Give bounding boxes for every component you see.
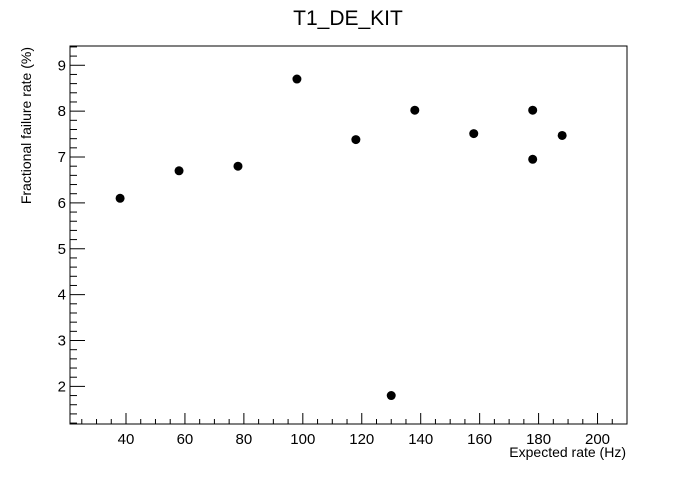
- x-tick-label: 80: [236, 431, 253, 448]
- y-tick-label: 4: [58, 287, 66, 304]
- data-point: [469, 129, 479, 139]
- data-point: [351, 135, 361, 145]
- y-tick-label: 5: [58, 241, 66, 258]
- data-point: [528, 154, 538, 164]
- x-tick-label: 180: [526, 431, 551, 448]
- data-point: [557, 130, 567, 140]
- plot-frame: [69, 45, 628, 425]
- y-tick-label: 3: [58, 333, 66, 350]
- x-tick-label: 60: [177, 431, 194, 448]
- y-axis-tick-labels: 2 3 4 5 6 7 8 9: [58, 57, 66, 395]
- data-point: [233, 161, 243, 171]
- y-tick-label: 8: [58, 103, 66, 120]
- chart-title: T1_DE_KIT: [293, 7, 403, 30]
- data-point: [386, 391, 396, 401]
- x-tick-label: 120: [349, 431, 374, 448]
- x-tick-label: 40: [118, 431, 135, 448]
- x-tick-label: 100: [290, 431, 315, 448]
- data-point: [292, 74, 302, 84]
- data-point: [174, 166, 184, 176]
- x-axis-title: Expected rate (Hz): [509, 444, 626, 460]
- y-tick-label: 9: [58, 57, 66, 74]
- y-tick-label: 2: [58, 378, 66, 395]
- x-tick-label: 140: [408, 431, 433, 448]
- data-point: [115, 193, 125, 203]
- x-tick-label: 200: [585, 431, 610, 448]
- y-axis-title: Fractional failure rate (%): [18, 47, 34, 204]
- x-axis-ticks: [81, 413, 628, 424]
- data-point: [410, 105, 420, 115]
- data-point: [528, 105, 538, 115]
- x-tick-label: 160: [467, 431, 492, 448]
- y-axis-ticks: [70, 46, 85, 424]
- y-tick-label: 7: [58, 149, 66, 166]
- data-points: [115, 74, 567, 401]
- y-tick-label: 6: [58, 195, 66, 212]
- x-axis-tick-labels: 40 60 80 100 120 140 160 180 200: [118, 431, 610, 448]
